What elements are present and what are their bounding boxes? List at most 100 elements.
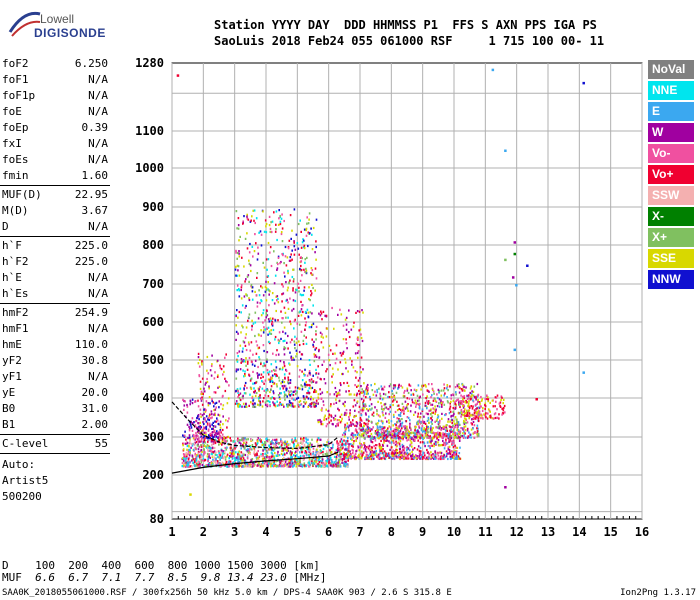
echo-point (396, 432, 399, 435)
echo-point (255, 217, 258, 220)
ionogram-chart: 1 2 3 4 5 6 7 8 9 10 11 12 13 14 15 1680200300400500600… (135, 56, 649, 539)
echo-point (401, 443, 404, 446)
echo-point (235, 377, 238, 380)
echo-point (265, 316, 267, 319)
echo-point (221, 440, 224, 443)
echo-point (337, 393, 340, 396)
echo-point (361, 429, 363, 432)
echo-point (390, 395, 393, 398)
echo-point-isolated (504, 486, 507, 489)
echo-point (459, 423, 461, 426)
echo-point (442, 427, 444, 430)
echo-point (404, 434, 407, 437)
echo-point (340, 438, 343, 441)
echo-point (306, 256, 308, 259)
echo-point (365, 388, 367, 391)
echo-point (397, 428, 399, 431)
echo-point (444, 442, 446, 445)
echo-point (309, 449, 311, 452)
echo-point (240, 358, 243, 361)
echo-point (487, 408, 490, 411)
echo-point (237, 265, 240, 268)
echo-point (344, 318, 347, 321)
echo-point (286, 463, 288, 466)
echo-point (399, 440, 402, 443)
echo-point (294, 386, 297, 389)
echo-point (371, 407, 373, 410)
echo-point (419, 446, 422, 449)
echo-point (281, 293, 283, 296)
echo-point (363, 399, 365, 402)
echo-point (264, 441, 267, 444)
echo-point (317, 402, 319, 405)
echo-point (251, 402, 254, 405)
echo-point (199, 427, 201, 430)
echo-point (183, 457, 185, 460)
echo-point (255, 444, 257, 447)
echo-point (368, 419, 370, 423)
echo-point (301, 451, 303, 454)
param-name: h`Es (2, 287, 29, 300)
echo-point (318, 463, 321, 466)
echo-point (431, 422, 433, 425)
echo-point (299, 456, 302, 459)
echo-point (322, 463, 324, 466)
echo-point (305, 441, 308, 444)
echo-point (309, 363, 311, 366)
echo-point (293, 327, 295, 330)
echo-point (432, 457, 435, 460)
echo-point (256, 344, 259, 347)
echo-point (365, 432, 368, 435)
echo-point (399, 457, 401, 460)
echo-point (466, 394, 468, 397)
echo-point (398, 437, 401, 440)
echo-point (276, 374, 278, 377)
echo-point (436, 405, 439, 408)
echo-point (365, 451, 368, 454)
echo-point (237, 455, 240, 458)
echo-point (190, 426, 193, 429)
echo-point (290, 356, 292, 359)
echo-point (467, 435, 470, 438)
echo-point (502, 412, 505, 415)
echo-point (440, 454, 443, 457)
echo-point (315, 325, 318, 328)
echo-point (293, 240, 295, 243)
echo-point (262, 371, 265, 374)
echo-point (238, 441, 241, 444)
echo-point (235, 249, 237, 252)
echo-point (431, 419, 433, 422)
echo-point (331, 447, 333, 450)
echo-point (398, 426, 401, 429)
echo-point (312, 405, 315, 408)
echo-point (316, 438, 319, 441)
echo-point (211, 399, 213, 403)
echo-point (273, 443, 275, 446)
echo-point (264, 457, 267, 460)
echo-point (254, 394, 257, 398)
echo-point (201, 360, 203, 363)
echo-point (278, 465, 280, 468)
echo-point (236, 274, 238, 277)
echo-point (295, 337, 298, 340)
echo-point (194, 400, 196, 403)
echo-point (217, 462, 219, 465)
echo-point (360, 371, 363, 374)
echo-point (249, 264, 252, 267)
echo-point (278, 341, 280, 345)
echo-point (205, 400, 208, 403)
echo-point (219, 465, 221, 468)
echo-point (237, 457, 240, 460)
echo-point (360, 409, 362, 412)
echo-point (258, 346, 261, 349)
echo-point (283, 262, 285, 265)
echo-point (341, 459, 344, 462)
echo-point (195, 436, 197, 439)
echo-point (210, 417, 212, 420)
echo-point (432, 399, 435, 402)
echo-point (388, 385, 391, 388)
param-row: yF1 N/A (2, 369, 108, 385)
echo-point (371, 413, 374, 416)
echo-point (271, 220, 274, 223)
echo-point (365, 396, 367, 399)
